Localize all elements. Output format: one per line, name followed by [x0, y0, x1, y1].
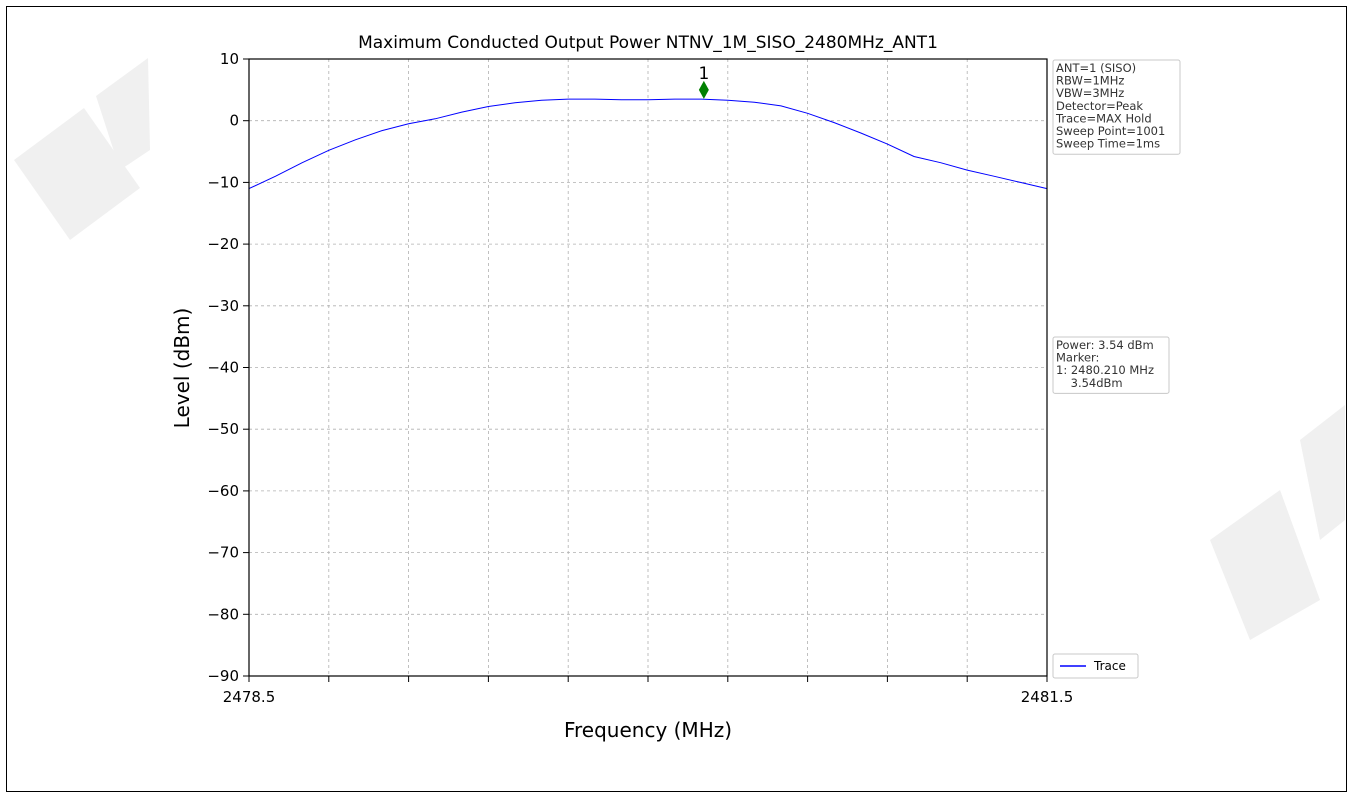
y-tick-label: −10 — [207, 173, 239, 191]
info-line: 1: 2480.210 MHz — [1056, 363, 1154, 377]
legend-box — [1052, 653, 1139, 679]
grid — [249, 58, 1047, 677]
x-axis-label: Frequency (MHz) — [564, 718, 732, 742]
y-tick-label: −90 — [207, 667, 239, 685]
y-tick-label: −60 — [207, 482, 239, 500]
y-tick-label: 0 — [229, 112, 239, 130]
y-tick-label: −20 — [207, 235, 239, 253]
x-axis: 2478.5 2481.5 — [223, 676, 1074, 706]
marker-diamond — [698, 80, 709, 99]
y-tick-label: −40 — [207, 359, 239, 377]
legend: Trace — [1052, 653, 1139, 679]
y-tick-label: 10 — [220, 50, 239, 68]
info-box-border — [1052, 59, 1181, 155]
y-axis-label: Level (dBm) — [170, 308, 194, 429]
info-line: Power: 3.54 dBm — [1056, 338, 1154, 352]
watermark — [14, 58, 1345, 640]
y-tick-label: −50 — [207, 420, 239, 438]
y-tick-label: −80 — [207, 605, 239, 623]
info-line: 3.54dBm — [1056, 376, 1123, 390]
x-tick-label: 2478.5 — [223, 688, 276, 706]
chart-title: Maximum Conducted Output Power NTNV_1M_S… — [358, 33, 938, 53]
info-line: RBW=1MHz — [1056, 74, 1124, 88]
y-axis: 10 0 −10 −20 −30 −40 −50 −60 −70 −80 −90 — [207, 50, 249, 685]
info-line: Sweep Point=1001 — [1056, 124, 1165, 138]
trace-line — [248, 98, 1048, 190]
marker-label: 1 — [698, 64, 709, 84]
x-tick-label: 2481.5 — [1021, 688, 1074, 706]
y-tick-label: −30 — [207, 297, 239, 315]
info-line: ANT=1 (SISO) — [1056, 61, 1136, 75]
info-line: Trace=MAX Hold — [1055, 111, 1152, 125]
info-line: Sweep Time=1ms — [1056, 137, 1160, 151]
info-line: VBW=3MHz — [1056, 86, 1124, 100]
info-line: Marker: — [1056, 351, 1099, 365]
settings-info-box: ANT=1 (SISO)RBW=1MHzVBW=3MHzDetector=Pea… — [1052, 59, 1181, 155]
info-box-border — [1052, 336, 1170, 394]
y-tick-label: −70 — [207, 544, 239, 562]
legend-label: Trace — [1093, 659, 1126, 673]
info-line: Detector=Peak — [1056, 99, 1143, 113]
